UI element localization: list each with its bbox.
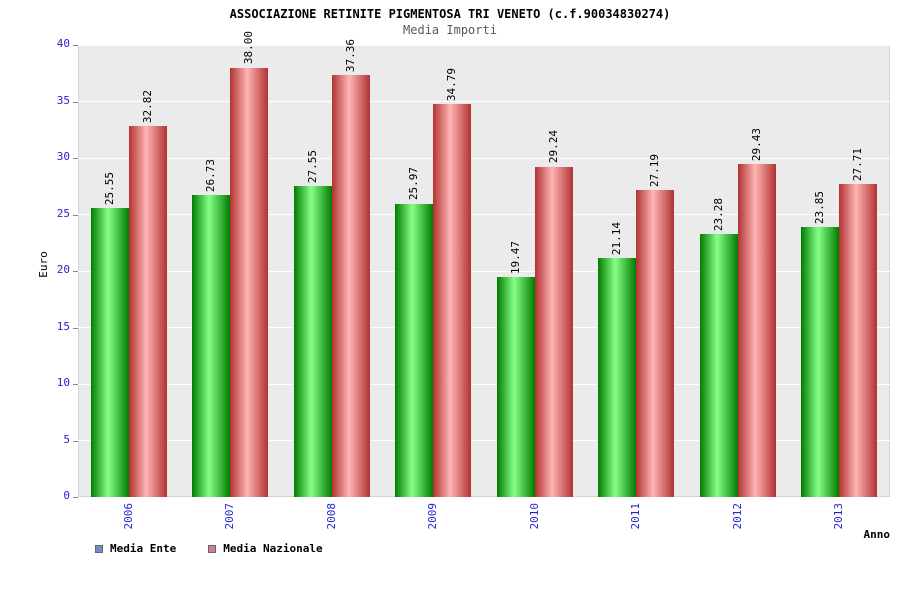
gridline — [78, 270, 890, 272]
bar-value-label-media-ente-2007: 26.73 — [204, 158, 218, 192]
bar-media-nazionale-2011 — [636, 189, 675, 497]
bar-media-nazionale-2008 — [331, 74, 370, 497]
gridline — [78, 101, 890, 102]
y-tick-label: 20 — [56, 263, 70, 276]
x-category-label-2010: 2010 — [527, 503, 541, 530]
bar-media-ente-2013 — [801, 227, 840, 497]
y-tick-mark — [73, 327, 78, 329]
bar-value-label-media-ente-2012: 23.28 — [711, 197, 725, 231]
y-tick-mark — [73, 271, 78, 272]
y-tick-mark — [73, 45, 78, 46]
y-tick-label: 35 — [56, 93, 70, 107]
legend-swatch-media-nazionale — [208, 544, 217, 553]
bar-media-ente-2010 — [496, 276, 535, 497]
legend-item-media-nazionale: Media Nazionale — [208, 542, 323, 555]
gridline — [78, 157, 890, 159]
legend-swatch-media-ente — [95, 544, 103, 553]
bar-media-ente-2008 — [293, 185, 332, 497]
x-category-label-2009: 2009 — [426, 503, 440, 530]
bar-media-nazionale-2007 — [230, 67, 269, 497]
y-tick-label: 10 — [56, 376, 70, 389]
y-tick-label: 15 — [56, 319, 70, 333]
bar-value-label-media-ente-2010: 19.47 — [508, 240, 522, 274]
gridline — [78, 44, 890, 46]
bar-value-label-media-nazionale-2008: 37.36 — [343, 38, 357, 72]
bar-value-label-media-nazionale-2011: 27.19 — [648, 153, 662, 187]
x-category-label-2013: 2013 — [832, 503, 846, 530]
legend: Media Ente Media Nazionale — [95, 542, 323, 555]
x-category-label-2007: 2007 — [223, 503, 237, 530]
bar-media-ente-2009 — [395, 203, 434, 497]
bar-media-ente-2012 — [699, 233, 738, 497]
y-tick-mark — [73, 158, 78, 159]
bar-media-nazionale-2013 — [839, 183, 878, 497]
gridline — [78, 440, 890, 441]
bar-value-label-media-ente-2009: 25.97 — [407, 167, 421, 201]
bar-value-label-media-nazionale-2012: 29.43 — [749, 128, 763, 162]
bar-value-label-media-nazionale-2013: 27.71 — [851, 147, 865, 181]
x-axis-title: Anno — [863, 528, 891, 541]
bar-value-label-media-nazionale-2010: 29.24 — [546, 130, 560, 164]
legend-label-media-ente: Media Ente — [110, 542, 177, 555]
y-tick-label: 40 — [56, 37, 70, 50]
y-tick-label: 5 — [63, 432, 70, 446]
bar-value-label-media-nazionale-2009: 34.79 — [445, 67, 459, 101]
y-tick-mark — [73, 214, 78, 216]
bar-media-ente-2007 — [192, 194, 231, 497]
bar-media-nazionale-2010 — [534, 166, 573, 497]
bar-media-nazionale-2012 — [737, 164, 776, 497]
bar-value-label-media-nazionale-2006: 32.82 — [140, 90, 154, 124]
bar-media-ente-2011 — [598, 258, 637, 497]
y-tick-mark — [73, 101, 78, 103]
y-tick-label: 30 — [56, 150, 70, 163]
bar-value-label-media-ente-2013: 23.85 — [813, 191, 827, 225]
bar-value-label-media-ente-2011: 21.14 — [610, 222, 624, 256]
y-tick-label: 25 — [56, 206, 70, 220]
bar-value-label-media-ente-2008: 27.55 — [305, 149, 319, 183]
y-tick-label: 0 — [63, 489, 70, 502]
bar-value-label-media-ente-2006: 25.55 — [102, 172, 116, 206]
gridline — [78, 327, 890, 328]
y-tick-mark — [73, 384, 78, 385]
bar-media-nazionale-2006 — [128, 126, 167, 497]
x-category-label-2012: 2012 — [730, 503, 744, 530]
y-tick-mark — [73, 497, 78, 498]
chart-title: ASSOCIAZIONE RETINITE PIGMENTOSA TRI VEN… — [229, 7, 671, 21]
x-category-label-2008: 2008 — [324, 503, 338, 530]
bar-value-label-media-nazionale-2007: 38.00 — [242, 31, 256, 65]
gridline — [78, 383, 890, 385]
x-category-label-2006: 2006 — [121, 503, 135, 530]
chart-subtitle: Media Importi — [403, 23, 497, 37]
x-category-label-2011: 2011 — [629, 503, 643, 530]
y-axis-title: Euro — [36, 251, 50, 278]
bar-media-nazionale-2009 — [433, 103, 472, 497]
legend-item-media-ente: Media Ente — [95, 542, 176, 555]
gridline — [78, 214, 890, 215]
legend-label-media-nazionale: Media Nazionale — [223, 542, 323, 555]
bar-media-ente-2006 — [90, 208, 129, 497]
y-tick-mark — [73, 440, 78, 442]
